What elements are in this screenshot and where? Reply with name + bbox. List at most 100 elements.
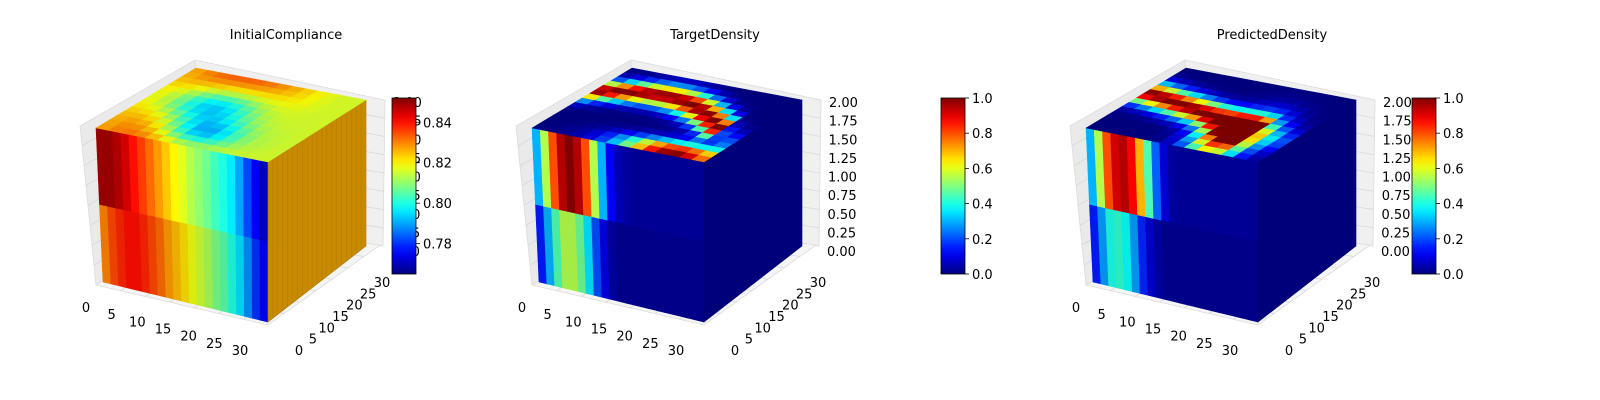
colorbar-tick-label: 1.0	[1443, 92, 1464, 107]
z-tick-label: 2.00	[1383, 96, 1412, 111]
front-voxel-lower	[235, 234, 245, 317]
front-voxel-lower	[663, 232, 673, 315]
y-tick-label: 10	[1308, 321, 1325, 336]
colorbar	[940, 97, 966, 275]
colorbar-tick-label: 0.8	[972, 127, 993, 142]
z-tick-label: 0.25	[1381, 226, 1410, 241]
top-voxel	[1245, 154, 1266, 163]
x-tick-label: 25	[642, 337, 659, 352]
colorbar-tick-label: 0.80	[423, 197, 452, 212]
x-tick-label: 30	[1222, 344, 1239, 359]
z-tick-label: 0.00	[827, 245, 856, 260]
x-tick-label: 15	[155, 323, 172, 338]
y-tick-label: 10	[754, 321, 771, 336]
colorbar-tick-label: 0.4	[1443, 198, 1464, 213]
x-tick-label: 10	[1119, 315, 1136, 330]
colorbar-tick-label: 0.0	[972, 268, 993, 283]
x-tick-label: 5	[108, 308, 116, 323]
z-tick-label: 0.25	[827, 226, 856, 241]
front-voxel-lower	[1225, 234, 1235, 317]
front-voxel-lower	[243, 236, 253, 319]
colorbar-tick-label: 0.0	[1443, 268, 1464, 283]
front-voxel-upper	[202, 148, 213, 231]
front-voxel-lower	[647, 229, 658, 311]
front-voxel-lower	[1193, 227, 1204, 310]
front-voxel-lower	[203, 227, 214, 310]
front-voxel-lower	[227, 232, 237, 315]
y-tick-label: 25	[360, 287, 377, 302]
x-tick-label: 15	[1145, 323, 1162, 338]
front-voxel-upper	[234, 155, 245, 238]
z-tick-label: 1.00	[828, 171, 857, 186]
front-voxel-upper	[210, 150, 221, 232]
y-tick-label: 25	[796, 287, 813, 302]
x-tick-label: 15	[591, 323, 608, 338]
front-voxel-upper	[243, 156, 253, 239]
z-tick-label: 0.50	[1382, 208, 1411, 223]
front-voxel-lower	[211, 229, 222, 311]
top-voxel	[691, 154, 712, 163]
front-voxel-upper	[1241, 158, 1251, 241]
colorbar-tick-label: 0.6	[972, 162, 993, 177]
z-tick-label: 1.75	[829, 115, 858, 130]
y-tick-label: 0	[295, 344, 303, 359]
x-tick-label: 5	[544, 308, 552, 323]
y-tick-label: 5	[1299, 333, 1307, 348]
x-tick-label: 10	[565, 315, 582, 330]
z-tick-label: 1.75	[1383, 115, 1412, 130]
colorbar-tick-label: 0.84	[423, 116, 452, 131]
front-voxel-lower	[259, 239, 269, 323]
y-tick-label: 30	[374, 276, 391, 291]
x-tick-label: 20	[180, 330, 197, 345]
colorbar-tick-label: 0.2	[972, 233, 993, 248]
front-voxel-lower	[1233, 236, 1243, 319]
colorbar-tick-label: 1.0	[972, 92, 993, 107]
front-voxel-upper	[638, 148, 649, 231]
front-voxel-upper	[1224, 155, 1235, 238]
colorbar-tick-label: 0.82	[423, 157, 452, 172]
front-voxel-upper	[1233, 156, 1243, 239]
x-tick-label: 5	[1098, 308, 1106, 323]
colorbar-tick-label: 0.6	[1443, 162, 1464, 177]
x-tick-label: 25	[1196, 337, 1213, 352]
y-tick-label: 0	[1285, 344, 1293, 359]
panel-title: InitialCompliance	[230, 28, 343, 43]
front-voxel-upper	[662, 153, 673, 236]
y-tick-label: 0	[731, 344, 739, 359]
x-tick-label: 20	[1170, 330, 1187, 345]
front-voxel-lower	[1249, 239, 1259, 323]
x-tick-label: 25	[206, 337, 223, 352]
y-tick-label: 20	[346, 299, 363, 314]
y-tick-label: 10	[318, 321, 335, 336]
colorbar-tick-label: 0.4	[972, 198, 993, 213]
front-voxel-lower	[1217, 232, 1227, 315]
front-voxel-upper	[1216, 153, 1227, 236]
front-voxel-lower	[1201, 229, 1212, 311]
y-tick-label: 30	[1364, 276, 1381, 291]
z-tick-label: 0.00	[1381, 245, 1410, 260]
x-tick-label: 0	[82, 301, 90, 316]
front-voxel-upper	[1208, 151, 1219, 234]
front-voxel-upper	[1192, 148, 1203, 231]
front-voxel-upper	[226, 153, 237, 236]
z-tick-label: 1.00	[1382, 171, 1411, 186]
front-voxel-lower	[687, 238, 697, 321]
front-voxel-upper	[695, 160, 705, 243]
front-voxel-lower	[695, 239, 705, 323]
front-voxel-lower	[219, 231, 230, 313]
x-tick-label: 20	[616, 330, 633, 345]
colorbar-tick-label: 0.78	[423, 238, 452, 253]
x-tick-label: 0	[1072, 301, 1080, 316]
front-voxel-upper	[646, 150, 657, 232]
x-tick-label: 30	[668, 344, 685, 359]
front-voxel-upper	[670, 155, 681, 238]
panel-title: TargetDensity	[669, 28, 760, 43]
front-voxel-upper	[218, 151, 229, 234]
front-voxel-lower	[671, 234, 681, 317]
front-voxel-upper	[679, 156, 689, 239]
x-tick-label: 0	[518, 301, 526, 316]
colorbar-tick-label: 0.2	[1443, 233, 1464, 248]
y-tick-label: 30	[810, 276, 827, 291]
